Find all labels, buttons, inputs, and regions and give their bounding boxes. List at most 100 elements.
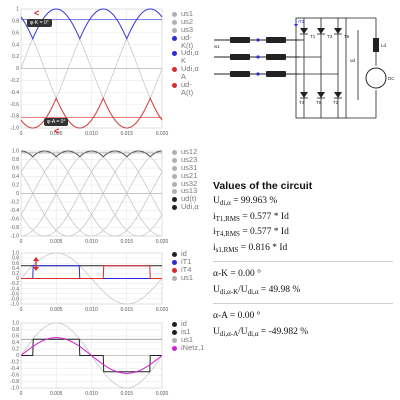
phi-a-caret-icon[interactable]: <	[54, 126, 60, 136]
legend-label: us1	[181, 334, 194, 344]
legend-label: id	[181, 319, 187, 328]
legend-label: us12	[181, 147, 198, 156]
legend-item[interactable]: us32	[172, 179, 199, 188]
udi-value: = 99.963 %	[230, 196, 278, 206]
legend-dot-icon	[172, 181, 177, 187]
legend-item[interactable]: Udi,α A	[172, 65, 199, 81]
legend-label: iT1	[181, 256, 192, 266]
phi-k-marker[interactable]: φ-K = 0°	[27, 19, 52, 27]
legend-item[interactable]: us2	[172, 16, 199, 26]
y-tick-label: -0.4	[10, 286, 19, 292]
is1-label: is1	[214, 44, 220, 49]
x-tick-label: 0.020	[156, 391, 169, 397]
phi-a-marker[interactable]: φ-A = 0°	[44, 118, 69, 126]
legend-item[interactable]: us1	[172, 273, 193, 282]
thyristor-t3-label: T3	[327, 34, 333, 39]
legend-dot-icon	[172, 35, 177, 41]
legend-item[interactable]: us21	[172, 170, 199, 180]
y-tick-label: -0.6	[10, 291, 19, 297]
x-tick-label: 0	[20, 391, 23, 397]
y-tick-label: -1.0	[10, 234, 19, 240]
ratio-a-sub2: di,α	[247, 329, 259, 338]
legend-label: us23	[181, 154, 198, 164]
legend-item[interactable]: Udi,α K	[172, 49, 199, 65]
ratio-k-row: Udi,α-K/Udi,α = 49.98 %	[213, 285, 393, 301]
legend-item[interactable]: ud(t)	[172, 195, 199, 203]
y-tick-label: -1.0	[10, 302, 19, 308]
thyristor-t1-label: T1	[310, 34, 316, 39]
line-voltage-plot-svg[interactable]: 1.00.80.60.40.20-0.2-0.4-0.6-0.8-1.00 0.0…	[0, 146, 170, 246]
phi-k-caret-icon[interactable]: <	[34, 8, 40, 18]
legend-label: us21	[181, 170, 198, 180]
ld-label: Ld	[381, 43, 387, 48]
legend-label: us31	[181, 162, 198, 172]
legend-dot-icon	[172, 205, 177, 211]
is1-rms-row: is1,RMS = 0.816 * Id	[213, 243, 393, 259]
y-tick-label: 0.2	[12, 54, 19, 60]
y-tick-label: 0.4	[12, 340, 19, 346]
voltage-plot[interactable]: 1 0.8 0.6 0.4 0.2 0 -0.2 -0.4 -0.6 -0.8 -1.0 0 0.005…	[0, 4, 170, 138]
legend-dot-icon	[172, 259, 177, 265]
legend-dot-icon	[172, 322, 177, 327]
legend-item[interactable]: ud- A(t)	[172, 79, 199, 97]
id-drag-handle-icon[interactable]	[32, 256, 40, 272]
legend-label: us2	[181, 16, 194, 26]
dc-label: DC	[388, 76, 395, 81]
y-tick-label: -0.6	[10, 102, 19, 108]
y-tick-label: -0.4	[10, 208, 19, 214]
legend-label: ud- A(t)	[181, 79, 194, 97]
current-plot-svg[interactable]: 1.00.80.60.40.20-0.2-0.4-0.6-0.8-1.00 0.0…	[0, 248, 170, 314]
legend-item[interactable]: us31	[172, 162, 199, 172]
it4-value: = 0.577 * Id	[239, 227, 289, 237]
x-tick-label: 0.005	[50, 131, 63, 137]
legend-item[interactable]: iNetz,1	[172, 342, 205, 352]
ratio-k-sub: di,α-K	[219, 287, 239, 296]
line-voltage-legend: us12 us23 us31 us21 us32 us13 ud(t) Udi,α	[172, 148, 199, 211]
legend-item[interactable]: id	[172, 250, 193, 258]
legend-dot-icon	[172, 12, 177, 17]
values-title: Values of the circuit	[213, 180, 313, 192]
legend-dot-icon	[172, 329, 177, 335]
inetz1-curve	[20, 337, 163, 374]
legend-item[interactable]: us13	[172, 187, 199, 195]
line-voltage-plot[interactable]: 1.0 0.8 0.6 0.4 0.2 0 -0.2 -0.4 -0.6 -0.8 -1.0 0 0.0…	[0, 146, 170, 246]
current-plot[interactable]: 1.0 0.8 0.6 0.4 0.2 0 -0.2 -0.4 -0.6 -0.8 -1.0 0 0.0…	[0, 248, 170, 314]
legend-item[interactable]: us23	[172, 154, 199, 164]
legend-item[interactable]: id	[172, 320, 204, 328]
legend-item[interactable]: Udi,α	[172, 203, 199, 211]
network-plot-svg[interactable]: 1.00.80.60.40.20-0.2-0.4-0.6-0.8-1.00 0.0…	[0, 318, 170, 398]
ratio-k-sub2: di,α	[247, 287, 259, 296]
circuit-diagram: T1 T3 T5 T4 T6 T2 is1 iT1 ud Ld DC	[214, 17, 395, 119]
legend-item[interactable]: iT1	[172, 256, 193, 266]
thyristor-t2-label: T2	[333, 100, 339, 105]
legend-item[interactable]: us1	[172, 334, 204, 344]
legend-dot-icon	[172, 337, 177, 343]
legend-dot-icon	[172, 165, 177, 171]
network-plot[interactable]: 1.0 0.8 0.6 0.4 0.2 0 -0.2 -0.4 -0.6 -0.8 -1.0 0 0.0…	[0, 318, 170, 398]
y-tick-label: -1.0	[10, 126, 19, 132]
legend-label: is1	[181, 326, 191, 336]
separator	[213, 261, 393, 262]
thyristor-t6-label: T6	[316, 100, 322, 105]
legend-item[interactable]: us12	[172, 148, 199, 156]
y-tick-label: 0.4	[12, 42, 19, 48]
y-tick-label: -0.8	[10, 114, 19, 120]
legend-item[interactable]: is1	[172, 326, 204, 336]
legend-dot-icon	[172, 67, 177, 73]
legend-dot-icon	[172, 173, 177, 179]
y-tick-label: -0.2	[10, 200, 19, 206]
legend-item[interactable]: us1	[172, 10, 199, 18]
alpha-k-row: α-K = 0.00 °	[213, 269, 261, 279]
legend-item[interactable]: ud- K(t)	[172, 33, 199, 50]
legend-item[interactable]: iT4	[172, 265, 193, 274]
legend-dot-icon	[172, 27, 177, 33]
ratio-a-prefix: U	[213, 326, 220, 337]
legend-label: iNetz,1	[181, 342, 205, 352]
voltage-plot-svg[interactable]: 10.80.60.40.20-0.2-0.4-0.6-0.8-1.00 0.005…	[0, 4, 170, 138]
legend-item[interactable]: us3	[172, 25, 199, 34]
ratio-a-sub: di,α-A	[219, 329, 239, 338]
us13-curve	[20, 150, 163, 237]
y-tick-label: -0.8	[10, 225, 19, 231]
y-tick-label: 1.0	[12, 321, 19, 327]
